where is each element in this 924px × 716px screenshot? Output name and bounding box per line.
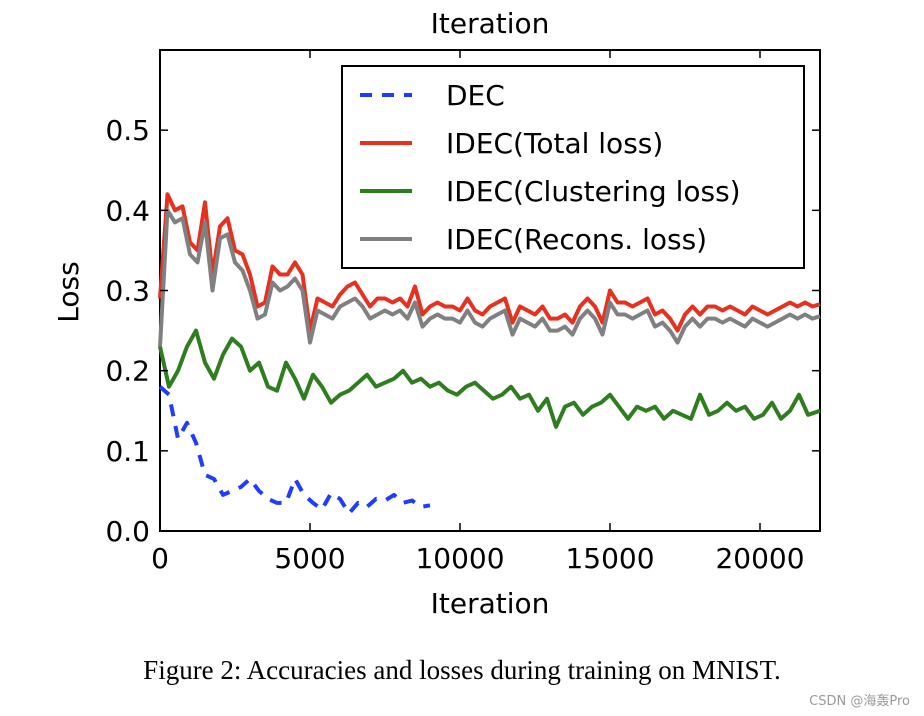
- series-layer: [158, 192, 821, 516]
- x-tick-label: 10000: [415, 542, 504, 575]
- x-tick-label: 15000: [565, 542, 654, 575]
- y-tick-label: 0.0: [105, 515, 150, 548]
- y-axis-ticks: 0.0 0.1 0.2 0.3 0.4 0.5: [105, 114, 820, 548]
- series-line-3: [158, 208, 821, 347]
- legend-box: [341, 65, 805, 269]
- series-line-0: [158, 385, 431, 516]
- y-tick-label: 0.2: [105, 355, 150, 388]
- legend-label-0: DEC: [446, 79, 505, 112]
- series-line-2: [158, 328, 821, 429]
- y-tick-label: 0.3: [105, 275, 150, 308]
- x-axis-label: Iteration: [431, 587, 550, 620]
- y-tick-label: 0.1: [105, 435, 150, 468]
- series-line-1: [158, 192, 821, 333]
- x-axis-ticks: 0 5000 10000 15000 20000: [151, 50, 805, 575]
- x-tick-label: 0: [151, 542, 169, 575]
- x-tick-label: 20000: [715, 542, 804, 575]
- figure-caption: Figure 2: Accuracies and losses during t…: [143, 655, 781, 685]
- legend-label-3: IDEC(Recons. loss): [446, 223, 707, 256]
- y-tick-label: 0.5: [105, 114, 150, 147]
- legend-label-1: IDEC(Total loss): [446, 127, 663, 160]
- y-tick-label: 0.4: [105, 194, 150, 227]
- y-axis-label: Loss: [52, 261, 85, 322]
- legend-label-2: IDEC(Clustering loss): [446, 175, 741, 208]
- legend: DEC IDEC(Total loss) IDEC(Clustering loss)…: [341, 65, 805, 269]
- chart-title: Iteration: [431, 7, 550, 40]
- x-tick-label: 5000: [274, 542, 345, 575]
- watermark: CSDN @海轰Pro: [809, 694, 910, 709]
